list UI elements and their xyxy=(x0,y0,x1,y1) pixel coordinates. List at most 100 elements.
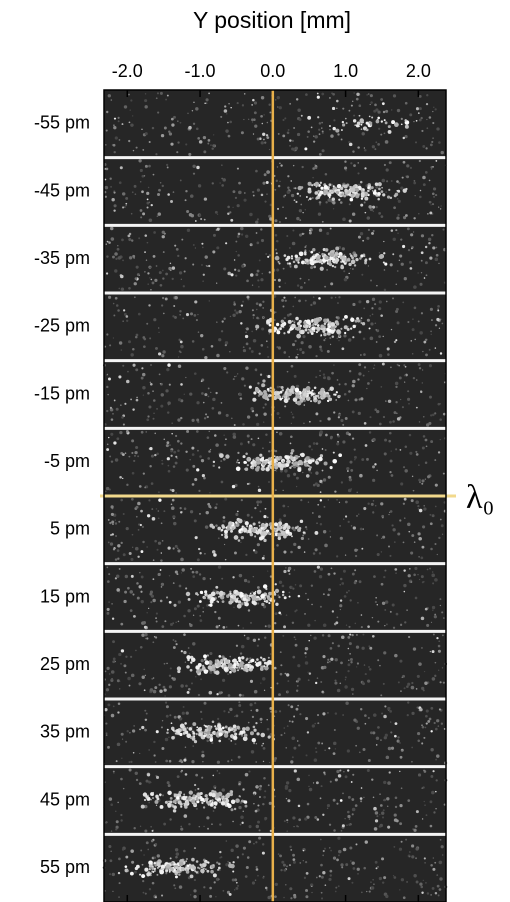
speckle xyxy=(144,709,147,712)
speckle xyxy=(369,416,372,419)
speckle xyxy=(145,779,149,783)
speckle xyxy=(166,864,170,868)
speckle xyxy=(293,715,296,718)
speckle xyxy=(203,150,207,154)
speckle xyxy=(278,106,282,110)
speckle xyxy=(305,592,307,595)
speckle xyxy=(295,316,299,321)
speckle xyxy=(284,117,287,120)
speckle xyxy=(408,855,411,858)
speckle xyxy=(343,595,347,598)
speckle xyxy=(350,317,355,322)
speckle xyxy=(364,167,367,170)
speckle xyxy=(176,775,180,779)
speckle xyxy=(192,172,196,175)
speckle xyxy=(348,475,352,479)
speckle xyxy=(342,714,344,716)
speckle xyxy=(331,197,336,201)
speckle xyxy=(150,825,153,828)
speckle xyxy=(244,467,249,471)
speckle xyxy=(127,676,131,681)
speckle xyxy=(350,162,353,165)
speckle xyxy=(130,123,134,127)
speckle xyxy=(346,470,349,472)
speckle xyxy=(274,583,277,586)
speckle xyxy=(179,121,182,124)
speckle xyxy=(282,863,286,867)
speckle xyxy=(110,512,114,516)
speckle xyxy=(186,429,190,433)
speckle xyxy=(227,760,230,763)
speckle xyxy=(352,773,355,776)
speckle xyxy=(323,461,328,466)
speckle xyxy=(433,615,437,619)
speckle xyxy=(279,162,281,164)
speckle xyxy=(328,183,332,187)
speckle xyxy=(221,666,224,669)
speckle xyxy=(216,213,219,215)
speckle xyxy=(240,541,242,544)
speckle xyxy=(108,436,110,439)
speckle xyxy=(112,660,116,664)
speckle xyxy=(195,570,199,574)
speckle xyxy=(312,782,315,784)
speckle xyxy=(277,462,283,468)
speckle xyxy=(184,199,187,202)
speckle xyxy=(383,252,386,255)
speckle xyxy=(350,781,353,783)
speckle xyxy=(408,851,411,853)
speckle xyxy=(283,296,286,299)
speckle xyxy=(242,727,246,731)
speckle xyxy=(336,802,339,805)
speckle xyxy=(130,574,134,578)
speckle xyxy=(417,532,421,536)
speckle xyxy=(252,338,257,343)
speckle xyxy=(242,731,246,734)
speckle xyxy=(382,682,385,685)
speckle xyxy=(231,878,235,882)
speckle xyxy=(110,460,114,463)
speckle xyxy=(202,806,206,809)
speckle xyxy=(140,376,144,380)
speckle xyxy=(221,320,224,323)
speckle xyxy=(117,245,119,247)
speckle xyxy=(328,397,333,402)
speckle xyxy=(308,381,310,384)
speckle xyxy=(230,107,232,109)
speckle xyxy=(304,147,308,151)
speckle xyxy=(376,604,378,606)
speckle xyxy=(164,800,168,804)
speckle xyxy=(333,265,337,269)
speckle xyxy=(246,295,250,299)
speckle xyxy=(278,455,283,460)
speckle xyxy=(114,558,118,561)
speckle xyxy=(363,147,365,149)
speckle xyxy=(307,181,312,186)
speckle xyxy=(156,215,159,218)
speckle xyxy=(148,405,152,409)
speckle xyxy=(399,803,403,808)
speckle xyxy=(329,466,333,470)
speckle xyxy=(381,881,385,884)
speckle xyxy=(262,802,265,806)
axis-title: Y position [mm] xyxy=(193,7,351,33)
speckle xyxy=(212,233,216,237)
speckle xyxy=(354,622,357,625)
speckle xyxy=(230,417,233,420)
speckle xyxy=(304,860,308,864)
speckle xyxy=(246,856,250,859)
speckle xyxy=(212,397,216,402)
speckle xyxy=(236,459,239,462)
speckle xyxy=(177,620,180,623)
speckle xyxy=(417,573,419,576)
speckle xyxy=(353,718,357,722)
speckle xyxy=(197,693,201,697)
speckle xyxy=(162,350,166,354)
speckle xyxy=(236,663,240,667)
speckle xyxy=(320,349,323,353)
speckle xyxy=(122,787,125,790)
speckle xyxy=(124,452,127,454)
speckle xyxy=(406,609,408,611)
speckle xyxy=(269,733,273,736)
speckle xyxy=(312,512,314,514)
